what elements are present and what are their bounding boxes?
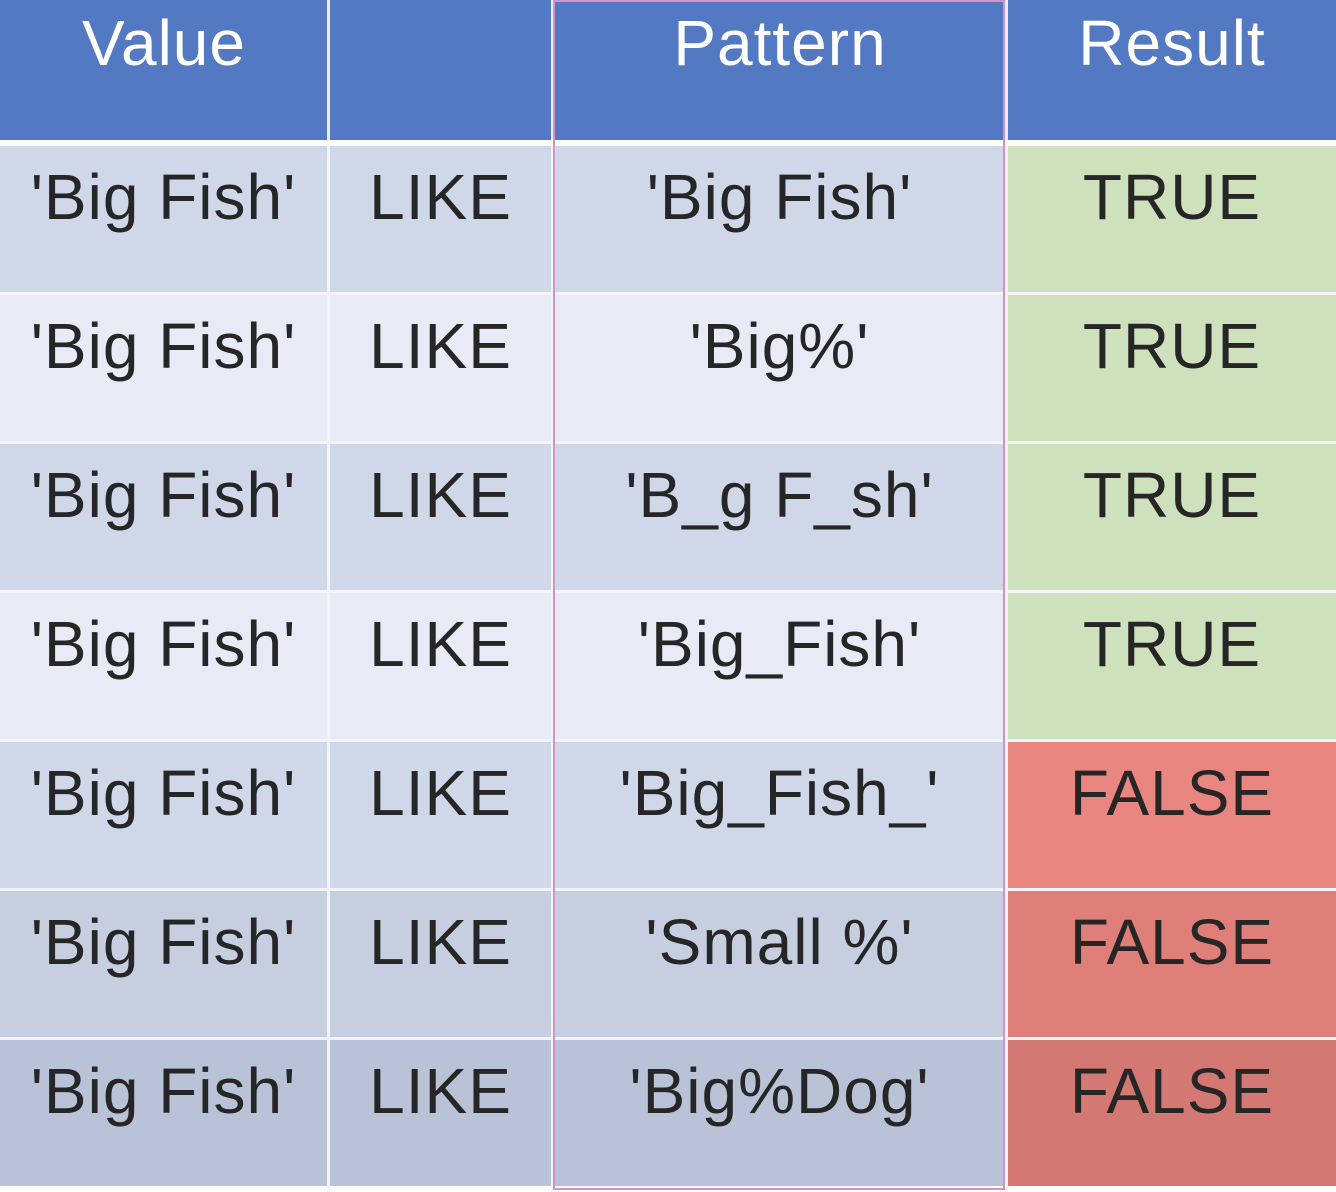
table-row: 'Big Fish' LIKE 'Big_Fish' TRUE xyxy=(0,593,1336,741)
value-cell: 'Big Fish' xyxy=(0,891,327,1037)
header-gap xyxy=(0,140,1336,146)
pattern-cell: 'Big_Fish' xyxy=(554,593,1005,739)
value-cell: 'Big Fish' xyxy=(0,444,327,590)
row-divider xyxy=(0,888,1336,891)
result-cell-false: FALSE xyxy=(1008,742,1336,888)
table-header: Value Pattern Result xyxy=(0,0,1336,140)
pattern-cell: 'Big Fish' xyxy=(554,146,1005,292)
result-cell-false: FALSE xyxy=(1008,1040,1336,1186)
result-cell-true: TRUE xyxy=(1008,593,1336,739)
operator-cell: LIKE xyxy=(330,742,551,888)
operator-cell: LIKE xyxy=(330,295,551,441)
pattern-cell: 'Small %' xyxy=(554,891,1005,1037)
value-cell: 'Big Fish' xyxy=(0,593,327,739)
header-result: Result xyxy=(1078,7,1266,79)
column-divider xyxy=(327,146,330,1192)
value-cell: 'Big Fish' xyxy=(0,1040,327,1186)
table-row: 'Big Fish' LIKE 'Small %' FALSE xyxy=(0,891,1336,1039)
table-row: 'Big Fish' LIKE 'Big%Dog' FALSE xyxy=(0,1040,1336,1188)
operator-cell: LIKE xyxy=(330,146,551,292)
value-cell: 'Big Fish' xyxy=(0,295,327,441)
row-divider xyxy=(0,590,1336,593)
result-cell-true: TRUE xyxy=(1008,444,1336,590)
operator-cell: LIKE xyxy=(330,444,551,590)
operator-cell: LIKE xyxy=(330,891,551,1037)
header-divider xyxy=(327,0,330,140)
pattern-cell: 'B_g F_sh' xyxy=(554,444,1005,590)
table-row: 'Big Fish' LIKE 'Big Fish' TRUE xyxy=(0,146,1336,294)
table-row: 'Big Fish' LIKE 'Big_Fish_' FALSE xyxy=(0,742,1336,890)
row-divider xyxy=(0,1037,1336,1040)
value-cell: 'Big Fish' xyxy=(0,742,327,888)
header-divider xyxy=(551,0,554,140)
row-divider xyxy=(0,739,1336,742)
table-row: 'Big Fish' LIKE 'B_g F_sh' TRUE xyxy=(0,444,1336,592)
header-pattern: Pattern xyxy=(673,7,887,79)
result-cell-true: TRUE xyxy=(1008,295,1336,441)
pattern-cell: 'Big_Fish_' xyxy=(554,742,1005,888)
row-divider xyxy=(0,441,1336,444)
pattern-cell: 'Big%Dog' xyxy=(554,1040,1005,1186)
operator-cell: LIKE xyxy=(330,593,551,739)
column-divider xyxy=(1005,146,1008,1192)
row-divider xyxy=(0,292,1336,295)
pattern-cell: 'Big%' xyxy=(554,295,1005,441)
value-cell: 'Big Fish' xyxy=(0,146,327,292)
header-value: Value xyxy=(82,7,246,79)
column-divider xyxy=(551,146,554,1192)
result-cell-false: FALSE xyxy=(1008,891,1336,1037)
header-operator xyxy=(330,0,552,140)
operator-cell: LIKE xyxy=(330,1040,551,1186)
table-row: 'Big Fish' LIKE 'Big%' TRUE xyxy=(0,295,1336,443)
header-divider xyxy=(1005,0,1008,140)
result-cell-true: TRUE xyxy=(1008,146,1336,292)
